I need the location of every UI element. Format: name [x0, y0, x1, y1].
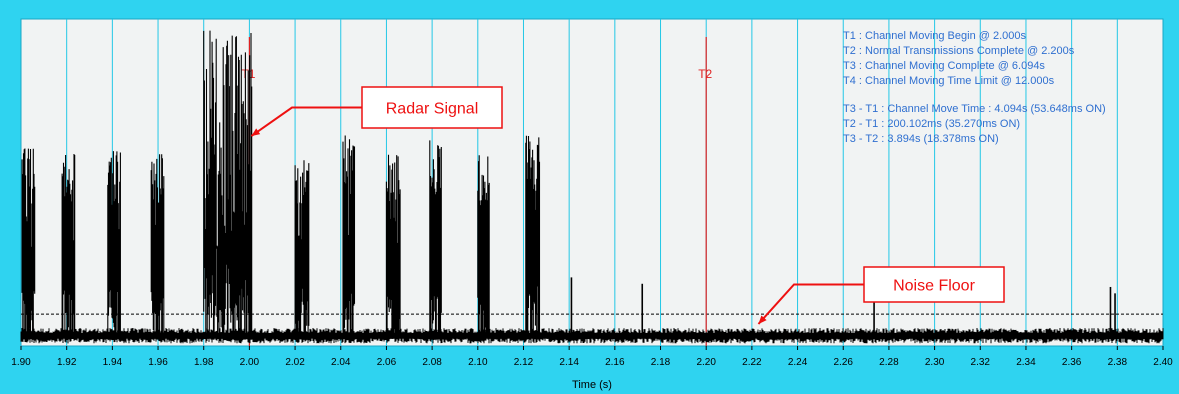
x-tick-label: 1.90: [11, 357, 31, 368]
x-tick-label: 2.00: [240, 357, 260, 368]
x-tick-label: 2.34: [1016, 357, 1036, 368]
info-line-2: T2 : Normal Transmissions Complete @ 2.2…: [843, 45, 1075, 57]
noise-floor-trace: [20, 328, 1164, 344]
radar-signal-callout-label: Radar Signal: [386, 101, 479, 118]
signal-burst-6: [294, 160, 310, 336]
signal-burst-10: [477, 155, 490, 336]
signal-burst-1: [21, 148, 36, 336]
info-line-3: T3 : Channel Moving Complete @ 6.094s: [843, 60, 1045, 72]
info-line-1: T1 : Channel Moving Begin @ 2.000s: [843, 30, 1026, 42]
signal-burst-7: [342, 135, 356, 336]
x-tick-label: 2.14: [559, 357, 579, 368]
signal-burst-8: [385, 154, 401, 336]
x-tick-label: 2.24: [788, 357, 808, 368]
plot-border: [20, 18, 1164, 347]
x-tick-label: 2.20: [696, 357, 716, 368]
radar-signal-callout-arrowhead: [251, 128, 261, 136]
signal-burst-3: [107, 151, 121, 336]
signal-burst-4: [150, 154, 165, 336]
x-tick-label: 2.28: [879, 357, 899, 368]
info-line-4: T4 : Channel Moving Time Limit @ 12.000s: [843, 75, 1055, 87]
x-tick-label: 2.10: [468, 357, 488, 368]
x-axis-label: Time (s): [572, 379, 612, 391]
x-tick-label: 1.94: [103, 357, 123, 368]
info-line-8: T3 - T2 : 3.894s (18.378ms ON): [843, 133, 999, 145]
x-tick-label: 2.32: [971, 357, 991, 368]
x-tick-label: 1.92: [57, 357, 77, 368]
x-tick-label: 2.22: [742, 357, 762, 368]
x-tick-label: 2.06: [377, 357, 397, 368]
x-tick-label: 2.12: [514, 357, 534, 368]
x-tick-label: 2.36: [1062, 357, 1082, 368]
signal-burst-11: [525, 135, 541, 336]
signal-burst-2: [61, 154, 76, 336]
x-tick-label: 2.16: [605, 357, 625, 368]
info-line-6: T3 - T1 : Channel Move Time : 4.094s (53…: [843, 103, 1106, 115]
noise-floor-callout-box: [863, 266, 1005, 303]
x-tick-label: 2.02: [285, 357, 305, 368]
noise-floor-callout-arrowhead: [758, 315, 767, 324]
radar-signal-callout-box: [361, 86, 503, 129]
radar-signal-callout-leader: [250, 106, 362, 137]
x-tick-label: 2.26: [834, 357, 854, 368]
noise-floor-callout-leader: [757, 283, 864, 325]
noise-floor-callout-label: Noise Floor: [893, 278, 975, 295]
x-tick-label: 2.04: [331, 357, 351, 368]
marker-label-t2: T2: [698, 67, 712, 81]
x-tick-label: 2.30: [925, 357, 945, 368]
info-line-7: T2 - T1 : 200.102ms (35.270ms ON): [843, 118, 1020, 130]
x-tick-label: 2.38: [1108, 357, 1128, 368]
x-tick-label: 1.98: [194, 357, 214, 368]
signal-burst-5: [203, 30, 253, 336]
x-tick-label: 1.96: [148, 357, 168, 368]
signal-burst-9: [429, 140, 442, 336]
x-tick-label: 2.08: [422, 357, 442, 368]
x-tick-label: 2.40: [1153, 357, 1173, 368]
x-tick-label: 2.18: [651, 357, 671, 368]
